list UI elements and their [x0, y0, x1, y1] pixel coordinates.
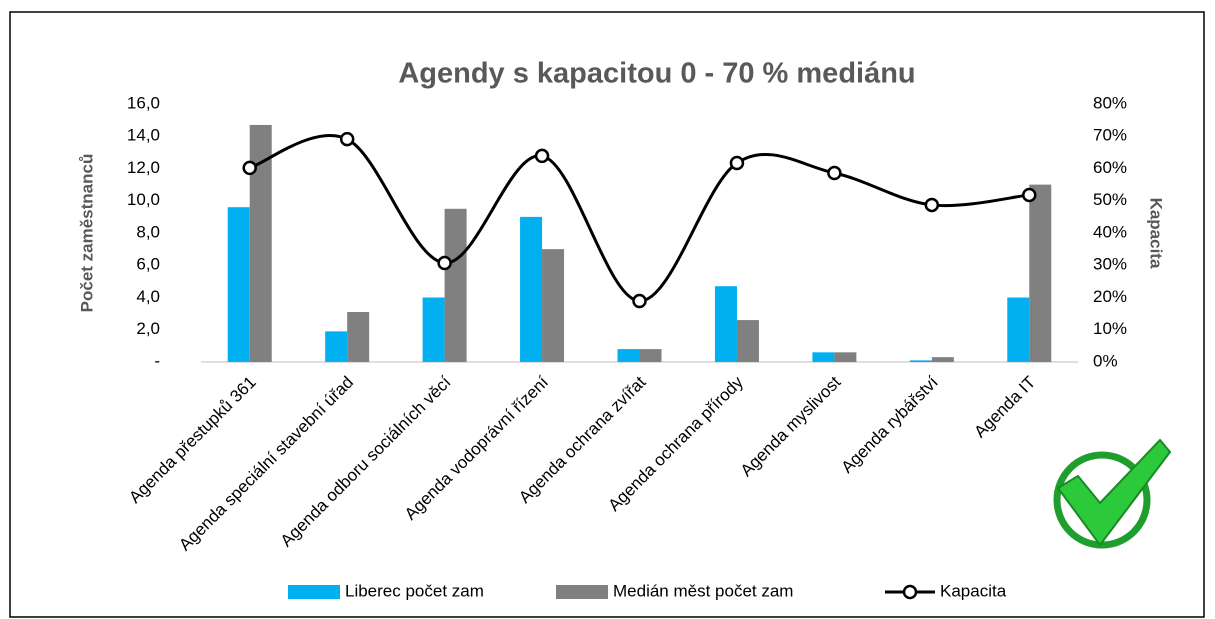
y2-tick-label: 80% [1093, 93, 1127, 112]
line-marker [534, 148, 550, 164]
bar [520, 216, 543, 362]
line [249, 133, 1030, 303]
bar [1007, 297, 1030, 362]
legend-label: Liberec počet zam [345, 581, 484, 600]
bar [1029, 184, 1052, 362]
bar [617, 349, 640, 362]
legend-label: Kapacita [940, 581, 1007, 600]
y-tick-label: - [154, 351, 160, 370]
bar [714, 286, 737, 362]
line-marker [242, 160, 257, 176]
y-tick-label: 6,0 [136, 255, 160, 274]
bar [444, 208, 467, 362]
bar [422, 297, 445, 362]
bar [834, 352, 857, 362]
line-marker [339, 131, 355, 147]
bar [542, 249, 565, 362]
line-marker [729, 155, 745, 171]
y-tick-label: 16,0 [127, 93, 160, 112]
bar [909, 360, 932, 362]
legend-label: Medián měst počet zam [613, 581, 793, 600]
y2-tick-label: 10% [1093, 319, 1127, 338]
legend-swatch [288, 585, 340, 599]
y-tick-label: 4,0 [136, 287, 160, 306]
chart-border [9, 11, 1205, 618]
line-marker [632, 293, 647, 309]
y-axis-label: Počet zaměstnanců [77, 154, 96, 313]
line-marker [1022, 187, 1037, 203]
y-tick-label: 10,0 [127, 190, 160, 209]
bar [347, 312, 370, 362]
y2-tick-label: 30% [1093, 255, 1127, 274]
bar [227, 207, 250, 362]
line-marker [924, 197, 940, 213]
legend-swatch [902, 584, 918, 600]
y-tick-label: 2,0 [136, 319, 160, 338]
line-marker [827, 165, 842, 181]
y-tick-label: 8,0 [136, 222, 160, 241]
y2-tick-label: 60% [1093, 158, 1127, 177]
y2-tick-label: 40% [1093, 222, 1127, 241]
bar [931, 357, 954, 362]
bar [249, 124, 272, 363]
line-marker [437, 255, 452, 271]
y2-tick-label: 50% [1093, 190, 1127, 209]
check-icon [1053, 438, 1172, 549]
y-tick-label: 14,0 [127, 126, 160, 145]
y2-tick-label: 20% [1093, 287, 1127, 306]
bar [812, 352, 835, 362]
y2-axis-label: Kapacita [1147, 198, 1166, 269]
bar [736, 320, 759, 362]
chart-title: Agendy s kapacitou 0 - 70 % mediánu [398, 58, 915, 90]
y2-tick-label: 70% [1093, 126, 1127, 145]
y-tick-label: 12,0 [127, 158, 160, 177]
legend-swatch [556, 585, 608, 599]
bar [639, 349, 662, 362]
bar [325, 331, 348, 362]
y2-tick-label: 0% [1093, 351, 1118, 370]
